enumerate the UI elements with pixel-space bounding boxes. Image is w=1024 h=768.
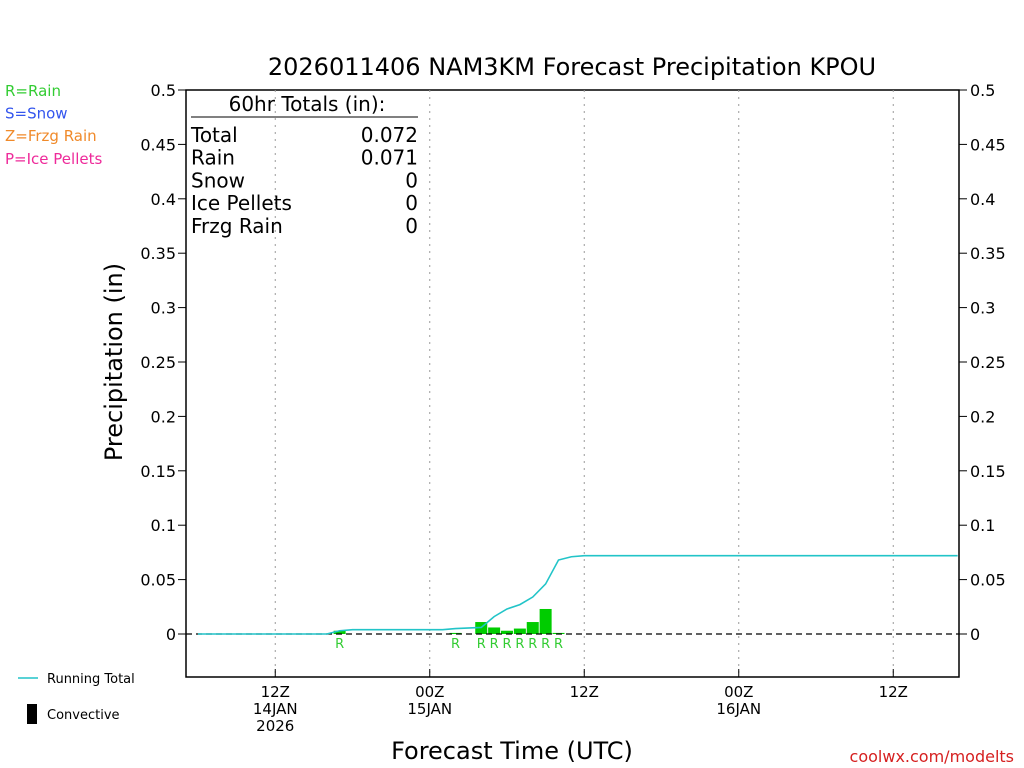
- precip-letter-3: R: [490, 637, 499, 652]
- series-legend-label-0: Running Total: [47, 672, 135, 687]
- totals-row-value-3: 0: [405, 191, 418, 215]
- type-legend-item-0: R=Rain: [5, 82, 61, 100]
- y-tick-label-left-9: 0.45: [140, 135, 176, 154]
- series-legend: Running Total Convective: [18, 672, 135, 724]
- rain-bar-3: [488, 627, 501, 634]
- rain-bar-7: [539, 608, 552, 634]
- totals-row-value-0: 0.072: [361, 123, 418, 147]
- type-legend-item-3: P=Ice Pellets: [5, 150, 102, 168]
- totals-row-label-4: Frzg Rain: [191, 214, 283, 238]
- type-legend-item-2: Z=Frzg Rain: [5, 127, 97, 145]
- y-tick-label-right-4: 0.2: [970, 407, 995, 426]
- plot-frame: [185, 89, 960, 678]
- precip-letter-0: R: [335, 637, 344, 652]
- rain-bar-5: [513, 628, 526, 634]
- type-legend-item-1: S=Snow: [5, 105, 68, 123]
- totals-box: 60hr Totals (in): Total 0.072 Rain 0.071 Sno…: [190, 92, 418, 238]
- totals-rows: Total 0.072 Rain 0.071 Snow 0 Ice Pellets 0 Frzg…: [190, 123, 418, 238]
- totals-header: 60hr Totals (in):: [229, 92, 386, 116]
- y-tick-label-right-6: 0.3: [970, 299, 995, 318]
- x-tick-label-0-2: 2026: [256, 717, 294, 735]
- y-tick-label-left-2: 0.1: [151, 516, 176, 535]
- y-tick-label-left-7: 0.35: [140, 244, 176, 263]
- series-legend-label-1: Convective: [47, 708, 120, 723]
- y-tick-label-left-8: 0.4: [151, 190, 176, 209]
- totals-row-label-0: Total: [190, 123, 238, 147]
- x-tick-label-1-1: 15JAN: [407, 700, 452, 718]
- precip-letter-8: R: [554, 637, 563, 652]
- y-tick-label-right-8: 0.4: [970, 190, 995, 209]
- y-tick-label-left-0: 0: [166, 625, 176, 644]
- y-tick-label-left-1: 0.05: [140, 571, 176, 590]
- totals-row-value-4: 0: [405, 214, 418, 238]
- y-axis-left: 0 0.05 0.1 0.15 0.2 0.25 0.3 0.35 0.4 0.45 0.5: [140, 81, 186, 644]
- y-axis-label: Precipitation (in): [100, 263, 128, 461]
- precip-letter-4: R: [502, 637, 511, 652]
- x-tick-label-2-0: 12Z: [570, 683, 599, 701]
- rain-bar-6: [526, 622, 539, 634]
- y-tick-label-left-6: 0.3: [151, 299, 176, 318]
- convective-swatch: [27, 704, 37, 724]
- rain-bar-4: [501, 630, 513, 634]
- y-tick-label-right-3: 0.15: [970, 462, 1006, 481]
- totals-row-value-2: 0: [405, 168, 418, 192]
- credit-text: coolwx.com/modelts: [850, 747, 1014, 766]
- totals-row-label-1: Rain: [191, 146, 235, 170]
- x-tick-label-0-0: 12Z: [261, 683, 290, 701]
- precip-letter-7: R: [541, 637, 550, 652]
- precip-letter-6: R: [528, 637, 537, 652]
- precip-letter-5: R: [515, 637, 524, 652]
- running-total-line: [198, 554, 958, 635]
- y-tick-label-left-5: 0.25: [140, 353, 176, 372]
- y-tick-label-left-10: 0.5: [151, 81, 176, 100]
- chart-title: 2026011406 NAM3KM Forecast Precipitation…: [268, 53, 876, 81]
- precip-type-legend: R=Rain S=Snow Z=Frzg Rain P=Ice Pellets: [5, 82, 102, 168]
- x-axis-label: Forecast Time (UTC): [391, 737, 633, 765]
- precip-letter-2: R: [477, 637, 486, 652]
- y-tick-label-right-5: 0.25: [970, 353, 1006, 372]
- x-tick-label-0-1: 14JAN: [253, 700, 298, 718]
- y-tick-label-right-10: 0.5: [970, 81, 995, 100]
- precip-letter-1: R: [451, 637, 460, 652]
- totals-row-label-2: Snow: [191, 168, 245, 192]
- rain-bar-0: [333, 630, 346, 634]
- x-tick-label-4-0: 12Z: [879, 683, 908, 701]
- y-tick-label-right-9: 0.45: [970, 135, 1006, 154]
- totals-row-label-3: Ice Pellets: [191, 191, 292, 215]
- y-tick-label-left-4: 0.2: [151, 407, 176, 426]
- totals-row-value-1: 0.071: [361, 146, 418, 170]
- x-tick-label-3-0: 00Z: [724, 683, 753, 701]
- y-tick-label-left-3: 0.15: [140, 462, 176, 481]
- y-tick-label-right-1: 0.05: [970, 571, 1006, 590]
- rain-bar-1: [449, 632, 462, 634]
- y-axis-right: 0 0.05 0.1 0.15 0.2 0.25 0.3 0.35 0.4 0.45 0.5: [959, 81, 1006, 644]
- grid-lines: [274, 90, 894, 677]
- y-tick-label-right-2: 0.1: [970, 516, 995, 535]
- x-tick-label-1-0: 00Z: [415, 683, 444, 701]
- y-tick-label-right-7: 0.35: [970, 244, 1006, 263]
- y-tick-label-right-0: 0: [970, 625, 980, 644]
- x-tick-label-3-1: 16JAN: [716, 700, 761, 718]
